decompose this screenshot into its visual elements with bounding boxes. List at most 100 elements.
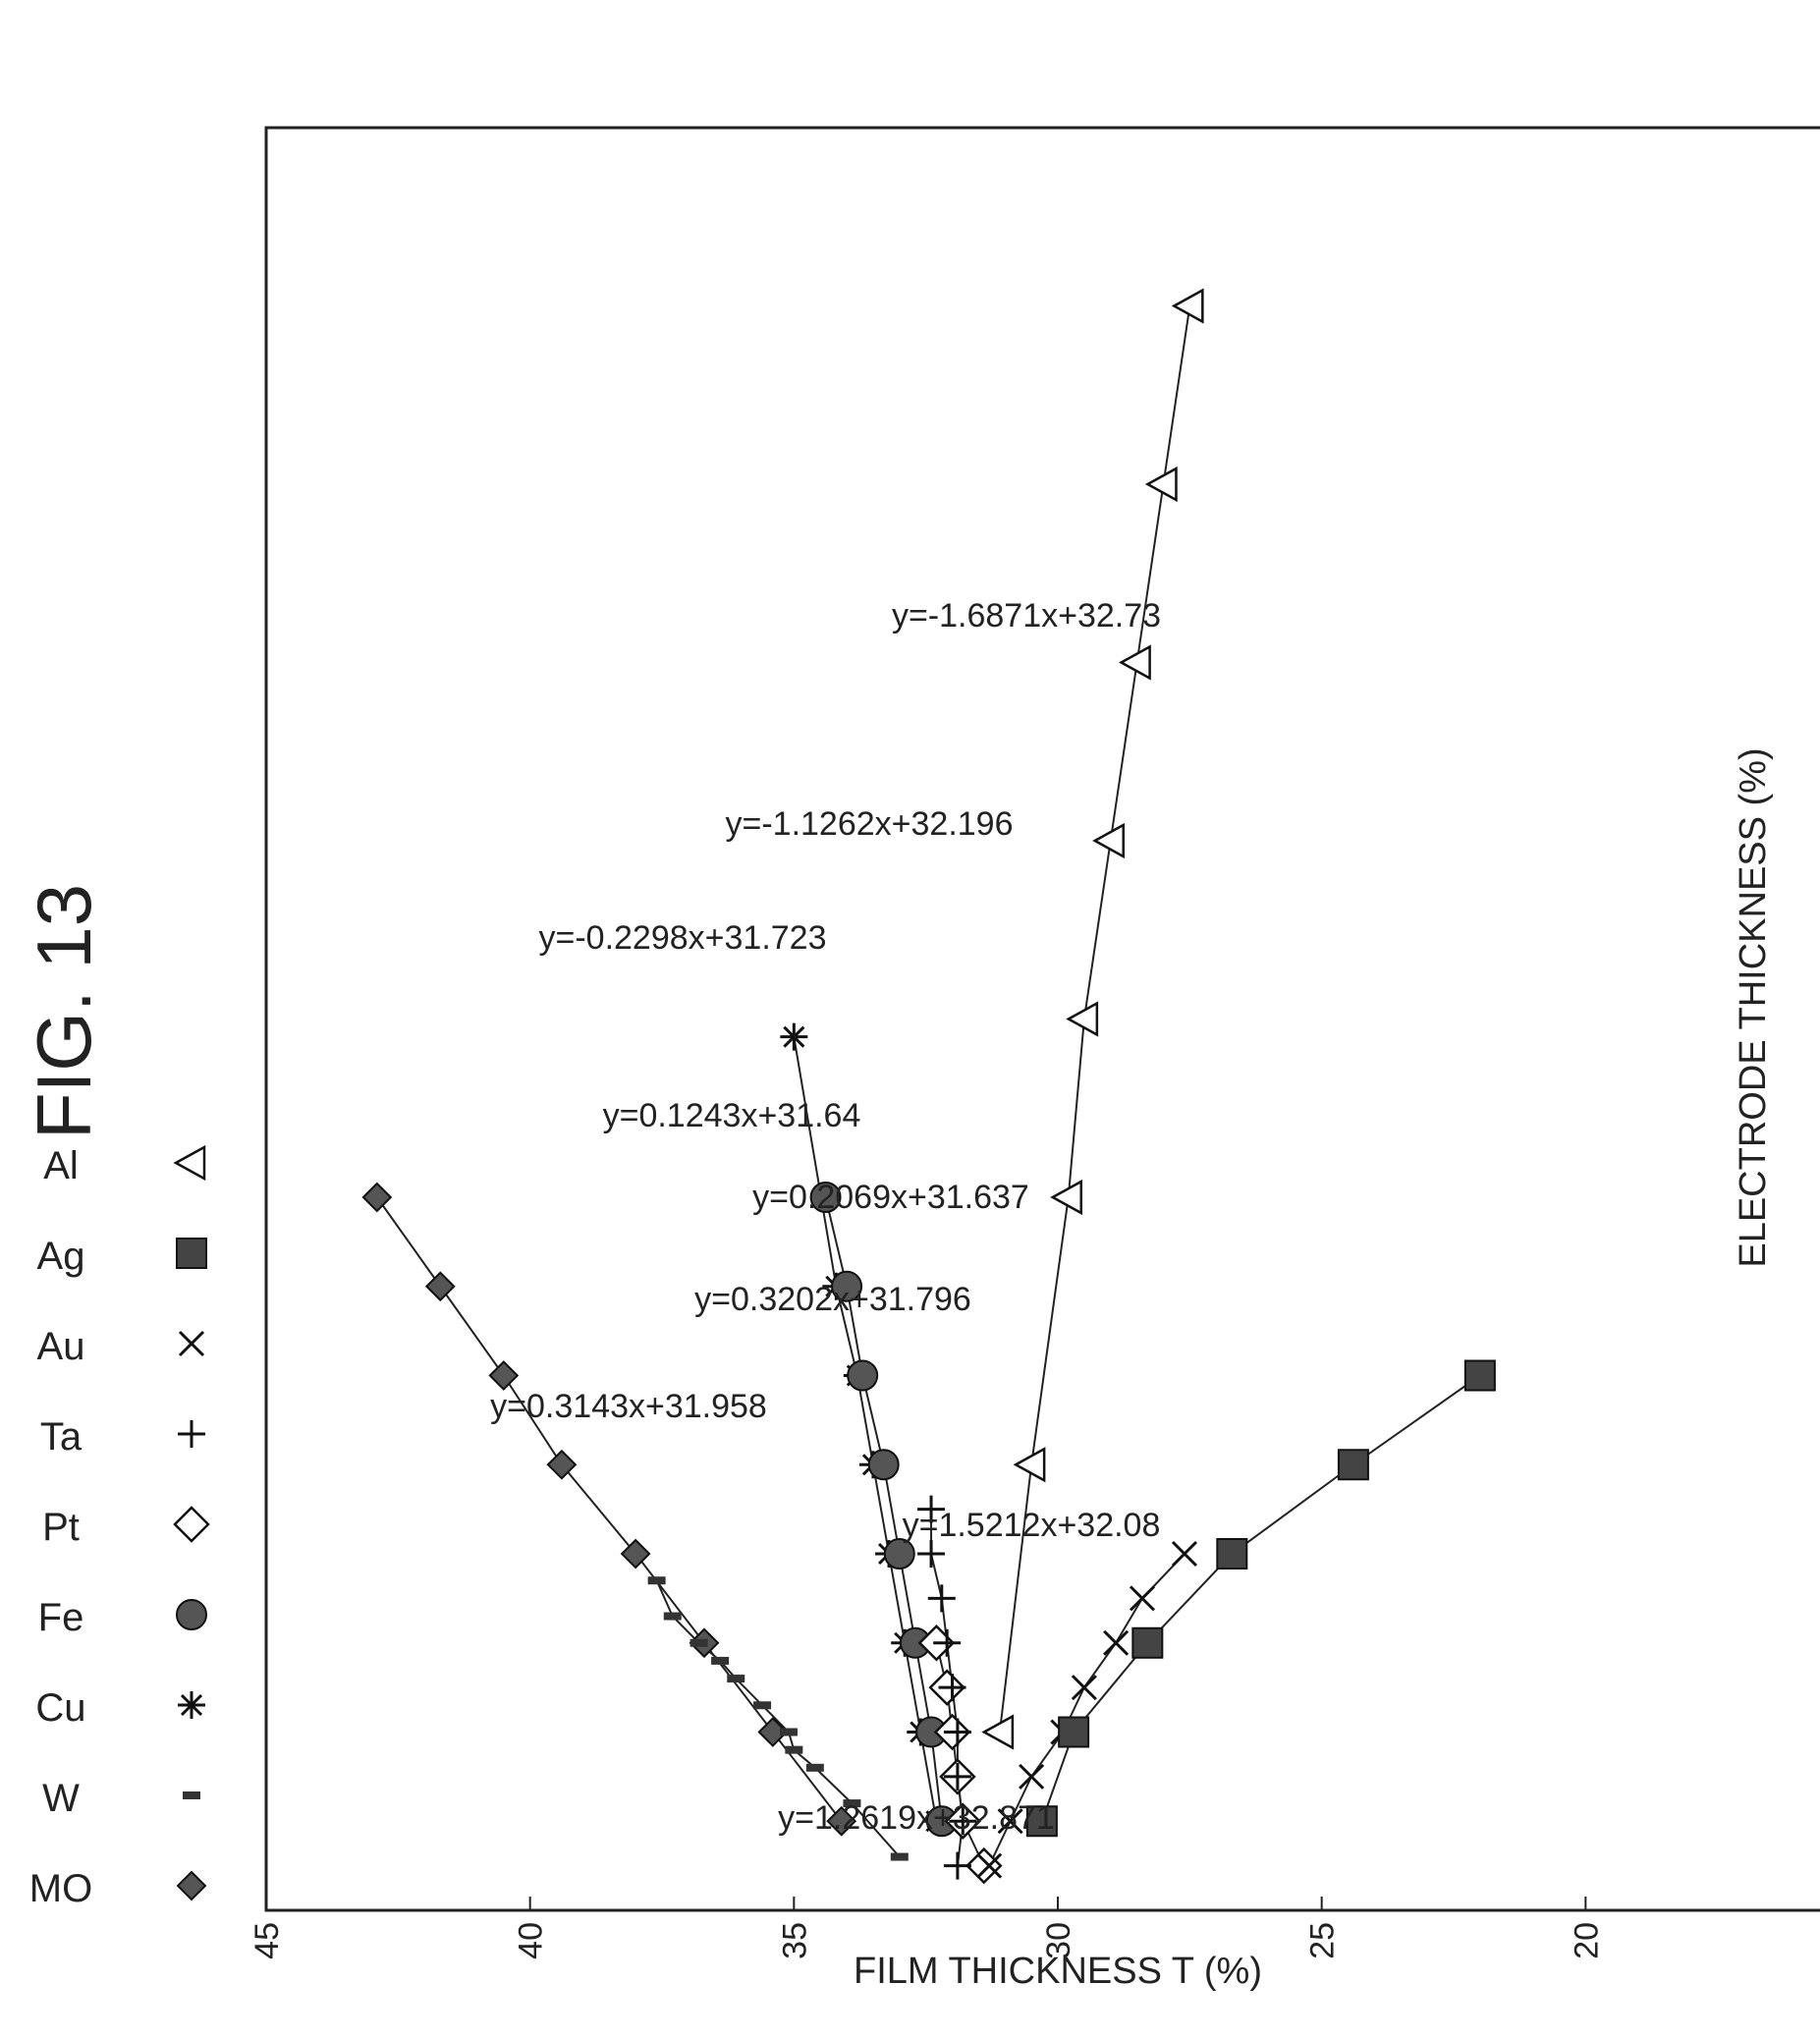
legend-item-ta: Ta xyxy=(40,1415,205,1459)
y-tick-label: 30 xyxy=(1040,1922,1077,1959)
point-al xyxy=(1013,1447,1046,1483)
point-ta xyxy=(943,1851,971,1880)
point-cu xyxy=(780,1022,808,1051)
legend-label: Au xyxy=(37,1325,85,1368)
point-mo xyxy=(424,1271,456,1302)
legend: MO W Cu Fe Pt Ta Au Ag Al xyxy=(29,1144,210,1910)
point-al xyxy=(1119,644,1151,681)
legend-item-ag: Ag xyxy=(37,1235,207,1278)
point-al xyxy=(1050,1179,1082,1216)
legend-marker xyxy=(178,1420,205,1448)
point-w xyxy=(805,1763,824,1772)
point-al xyxy=(1144,466,1178,503)
point-ta xyxy=(917,1540,946,1568)
y-tick-label: 25 xyxy=(1304,1922,1342,1959)
legend-marker xyxy=(176,1238,207,1269)
point-ag xyxy=(1216,1538,1248,1570)
point-mo xyxy=(546,1449,578,1480)
point-ta xyxy=(943,1718,971,1746)
point-w xyxy=(779,1728,798,1736)
legend-item-mo: MO xyxy=(29,1867,207,1910)
legend-label: Cu xyxy=(35,1686,85,1730)
point-al xyxy=(1092,822,1125,859)
fit-line-cu xyxy=(793,1036,938,1822)
equation-ta: y=0.1243x+31.64 xyxy=(603,1097,861,1134)
plot-frame xyxy=(264,126,1820,1912)
point-w xyxy=(689,1638,708,1647)
point-ta xyxy=(917,1495,946,1523)
point-au xyxy=(1103,1629,1130,1656)
series-ta xyxy=(917,1495,977,1880)
y-axis-label: FILM THICKNESS T (%) xyxy=(854,1951,1262,1992)
legend-item-w: W xyxy=(42,1777,200,1820)
y-tick-label: 45 xyxy=(248,1922,286,1959)
point-al xyxy=(1066,1001,1099,1037)
point-mo xyxy=(361,1182,393,1213)
point-w xyxy=(890,1852,909,1861)
legend-label: MO xyxy=(29,1867,92,1910)
series-ag xyxy=(1025,1359,1496,1838)
legend-marker xyxy=(178,1691,205,1719)
equation-pt: y=0.2069x+31.637 xyxy=(752,1179,1029,1216)
point-ta xyxy=(949,1807,977,1836)
legend-marker xyxy=(176,1599,207,1630)
point-fe xyxy=(847,1359,879,1392)
point-ag xyxy=(1058,1716,1090,1748)
series-al xyxy=(981,288,1204,1750)
equation-w: y=1.5212x+32.08 xyxy=(903,1507,1161,1544)
point-ag xyxy=(1131,1626,1164,1659)
legend-marker xyxy=(183,1791,200,1799)
legend-label: Ta xyxy=(40,1415,83,1459)
point-mo xyxy=(620,1538,651,1570)
legend-item-fe: Fe xyxy=(38,1596,207,1639)
series-mo xyxy=(361,1182,857,1837)
point-ag xyxy=(1463,1359,1496,1392)
fit-line-ag xyxy=(1040,1374,1481,1822)
point-w xyxy=(663,1612,682,1621)
y-tick-label: 35 xyxy=(776,1922,813,1959)
point-al xyxy=(981,1714,1015,1750)
legend-item-pt: Pt xyxy=(42,1506,210,1549)
point-au xyxy=(976,1852,1003,1879)
legend-marker xyxy=(173,1506,210,1543)
series-fe xyxy=(809,1182,958,1838)
point-ag xyxy=(1337,1449,1369,1481)
fit-equations: y=1.2619x+32.871 y=1.5212x+32.08 y=0.3143x… xyxy=(490,597,1161,1837)
fit-line-mo xyxy=(376,1196,843,1822)
legend-item-au: Au xyxy=(37,1325,205,1368)
point-ag xyxy=(1025,1805,1058,1838)
point-w xyxy=(785,1745,803,1754)
fit-line-al xyxy=(998,305,1191,1733)
point-au xyxy=(1071,1675,1097,1701)
legend-label: Al xyxy=(43,1144,79,1187)
point-ta xyxy=(943,1762,971,1790)
series-cu xyxy=(780,1022,951,1836)
point-au xyxy=(997,1808,1023,1835)
point-w xyxy=(727,1675,745,1683)
point-mo xyxy=(488,1360,520,1391)
x-axis-label: ELECTRODE THICKNESS (%) xyxy=(1733,747,1774,1267)
fit-lines xyxy=(376,305,1481,1867)
point-au xyxy=(1019,1763,1045,1790)
point-al xyxy=(1171,288,1204,324)
equation-fe: y=0.3202x+31.796 xyxy=(694,1281,971,1318)
point-w xyxy=(753,1701,772,1710)
point-ta xyxy=(927,1584,956,1613)
equation-cu: y=0.3143x+31.958 xyxy=(490,1388,767,1425)
legend-label: Ag xyxy=(37,1235,85,1278)
legend-marker xyxy=(176,1870,207,1901)
equation-au: y=-1.1262x+32.196 xyxy=(725,805,1013,843)
equation-mo: y=1.2619x+32.871 xyxy=(778,1799,1055,1837)
equation-ag: y=-1.6871x+32.73 xyxy=(892,597,1161,634)
series-w xyxy=(647,1576,909,1861)
axis-ticks: 0510152015202530354045 xyxy=(248,1897,1605,1959)
point-w xyxy=(647,1576,666,1585)
point-au xyxy=(1129,1585,1156,1612)
point-fe xyxy=(867,1449,900,1481)
point-fe xyxy=(883,1538,915,1570)
legend-label: W xyxy=(42,1777,80,1820)
point-ta xyxy=(933,1628,962,1657)
point-w xyxy=(711,1656,730,1665)
